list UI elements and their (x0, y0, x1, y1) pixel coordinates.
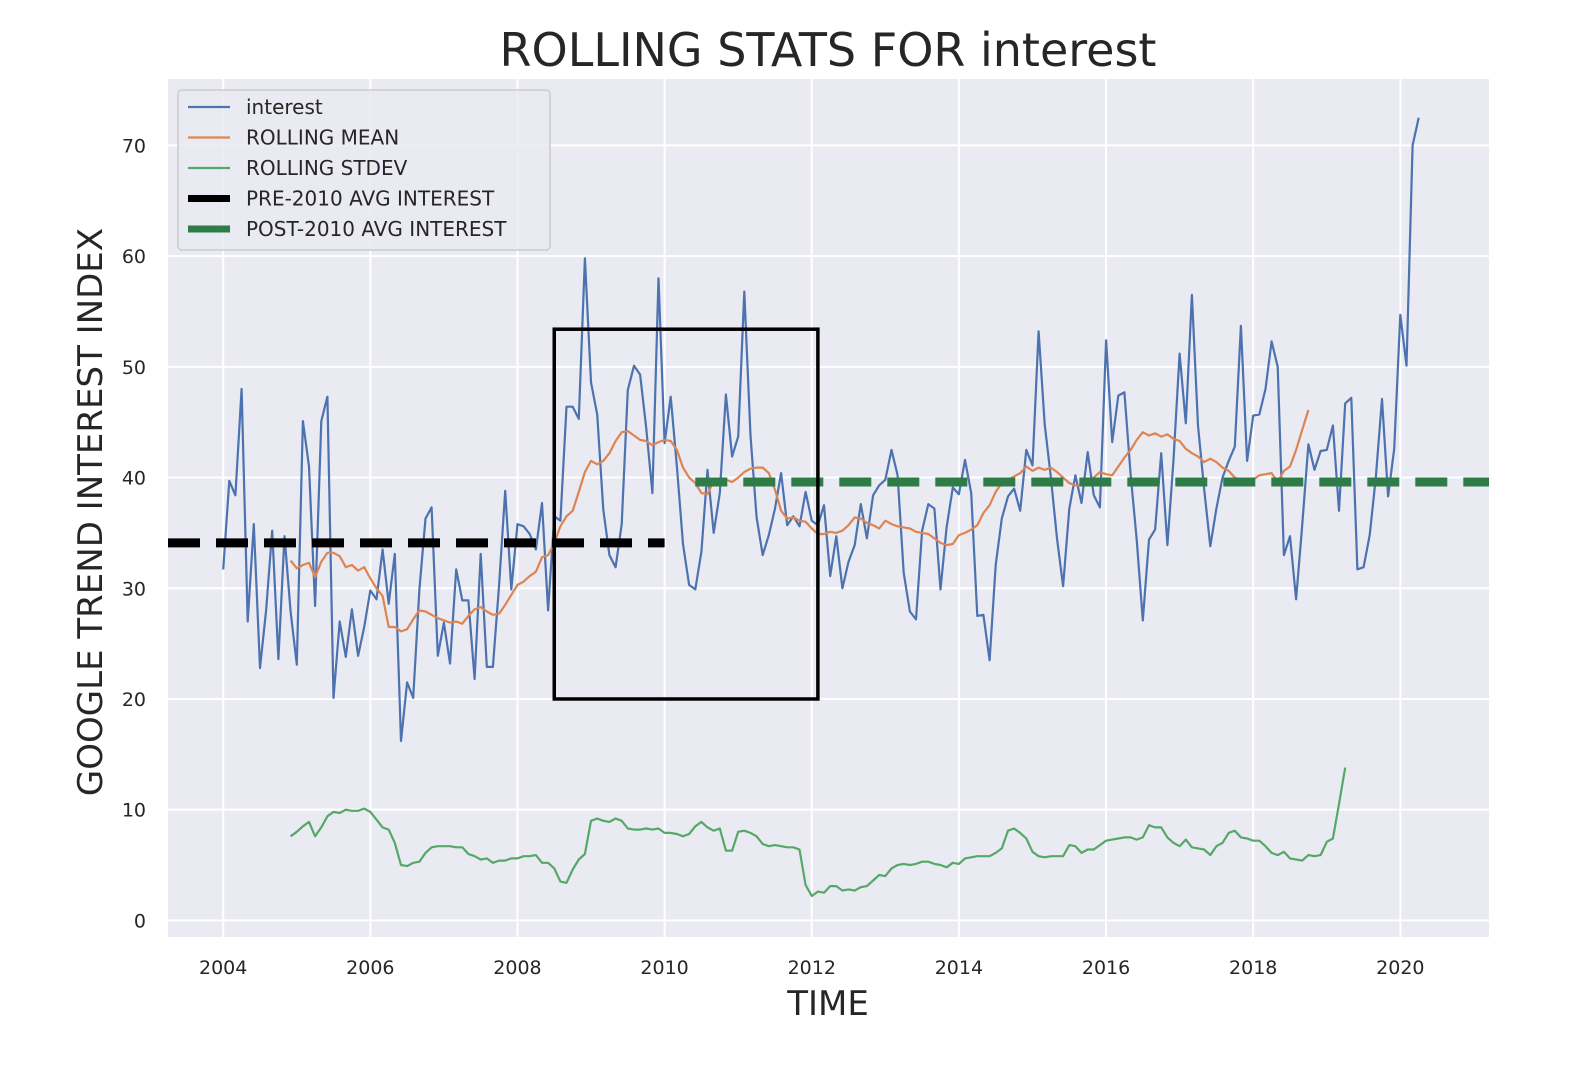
rolling-mean-series-line (289, 409, 1310, 633)
x-axis-title: TIME (786, 984, 869, 1024)
x-tick-label: 2006 (346, 957, 394, 979)
x-tick-label: 2010 (640, 957, 688, 979)
y-tick-label: 0 (134, 910, 146, 932)
x-tick-label: 2008 (493, 957, 541, 979)
y-tick-label: 40 (122, 468, 146, 490)
x-tick-label: 2016 (1082, 957, 1130, 979)
x-tick-label: 2012 (788, 957, 836, 979)
x-tick-label: 2004 (199, 957, 247, 979)
legend-label: POST-2010 AVG INTEREST (246, 217, 507, 241)
y-tick-label: 20 (122, 689, 146, 711)
x-tick-label: 2020 (1376, 957, 1424, 979)
tick-labels: 2004 2006 2008 2010 2012 2014 2016 2018 2020 0 10 2… (122, 135, 1425, 979)
legend-label: PRE-2010 AVG INTEREST (246, 187, 495, 211)
x-tick-label: 2018 (1229, 957, 1277, 979)
legend-label: ROLLING MEAN (246, 126, 399, 150)
legend: interest ROLLING MEAN ROLLING STDEV PRE-201… (177, 89, 551, 251)
x-tick-label: 2014 (935, 957, 983, 979)
legend-label: ROLLING STDEV (246, 156, 408, 180)
y-tick-label: 50 (122, 357, 146, 379)
chart-title: ROLLING STATS FOR interest (500, 23, 1157, 77)
legend-label: interest (246, 95, 323, 119)
interest-series-line (222, 117, 1420, 743)
y-tick-label: 10 (122, 800, 146, 822)
y-tick-label: 60 (122, 246, 146, 268)
y-tick-label: 70 (122, 135, 146, 157)
y-tick-label: 30 (122, 578, 146, 600)
series-layer (168, 117, 1489, 898)
legend-frame (177, 89, 551, 251)
highlight-box (552, 327, 820, 701)
annotation-layer (552, 327, 820, 701)
y-axis-title: GOOGLE TREND INTEREST INDEX (71, 228, 111, 796)
rolling-stdev-series-line (289, 767, 1347, 898)
